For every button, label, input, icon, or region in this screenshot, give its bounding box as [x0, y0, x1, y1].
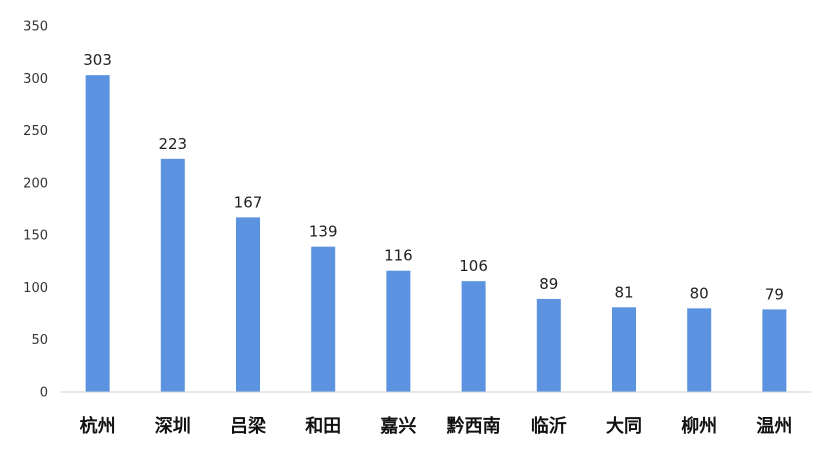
- bar: [762, 309, 787, 392]
- bar-value-label: 106: [459, 257, 488, 275]
- bar: [85, 75, 110, 393]
- x-tick-label: 柳州: [681, 415, 717, 437]
- x-tick-label: 和田: [305, 416, 341, 437]
- bar-value-label: 167: [234, 193, 263, 211]
- x-tick-label: 吕梁: [230, 415, 267, 437]
- bar: [687, 308, 712, 392]
- bar-value-label: 80: [690, 284, 709, 302]
- bar-value-label: 79: [765, 285, 784, 303]
- bar: [461, 281, 486, 392]
- y-tick-label: 100: [23, 281, 48, 296]
- x-tick-label: 深圳: [155, 415, 191, 437]
- bar: [160, 158, 185, 392]
- x-tick-label: 温州: [756, 416, 792, 437]
- bar-value-label: 223: [158, 135, 187, 153]
- x-tick-label: 大同: [606, 415, 642, 437]
- y-tick-label: 300: [23, 72, 48, 87]
- bar-value-label: 303: [83, 51, 112, 69]
- bar-value-label: 116: [384, 247, 413, 265]
- x-axis: 杭州 深圳 吕梁 和田 嘉兴 黔西南 临沂 大同 柳州 温州: [60, 391, 812, 437]
- data-labels: 303 223 167 139 116 106 89 81 80 79: [83, 51, 784, 303]
- y-tick-label: 250: [23, 124, 48, 139]
- bar-value-label: 139: [309, 223, 338, 241]
- y-tick-label: 0: [40, 386, 48, 401]
- bar: [536, 298, 561, 392]
- y-tick-label: 50: [31, 333, 48, 348]
- y-tick-label: 350: [23, 20, 48, 35]
- bars: [85, 75, 787, 393]
- x-tick-label: 临沂: [531, 415, 567, 437]
- bar: [612, 307, 636, 392]
- x-tick-label: 黔西南: [447, 415, 501, 437]
- bar-value-label: 89: [539, 275, 558, 293]
- y-tick-label: 200: [23, 176, 48, 191]
- bar: [386, 270, 411, 392]
- x-tick-label: 嘉兴: [379, 416, 416, 437]
- x-tick-label: 杭州: [80, 415, 116, 437]
- bar-value-label: 81: [614, 283, 633, 301]
- bar: [311, 246, 336, 392]
- bar: [236, 217, 260, 392]
- y-tick-label: 150: [23, 229, 48, 244]
- y-axis: 0 50 100 150 200 250 300 350: [23, 20, 48, 401]
